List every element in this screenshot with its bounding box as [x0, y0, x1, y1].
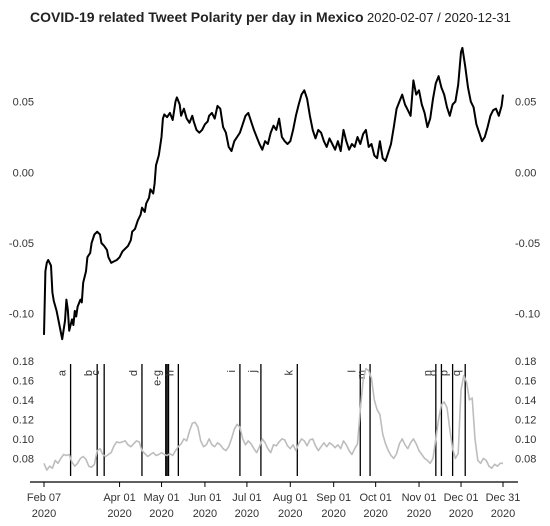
x-tick-label: Nov 01	[402, 492, 437, 504]
x-tick-year: 2020	[407, 508, 431, 520]
event-label: p	[439, 370, 451, 376]
x-tick-year: 2020	[321, 508, 345, 520]
x-tick-label: Oct 01	[359, 492, 391, 504]
x-tick-year: 2020	[32, 508, 56, 520]
series-layer	[43, 46, 504, 471]
event-label: e-g	[152, 370, 164, 386]
event-label: q	[451, 370, 463, 376]
event-label: i	[226, 370, 238, 372]
polarity-series-line	[43, 46, 504, 341]
event-markers: a bc d e-g h i j k lm no p q	[57, 364, 466, 476]
x-tick-label: Dec 31	[486, 492, 521, 504]
x-tick-year: 2020	[149, 508, 173, 520]
y-tick-label-left: 0.05	[13, 97, 34, 109]
event-label: k	[283, 370, 295, 376]
y-tick-label-left: 0.08	[13, 453, 34, 465]
event-label: b	[83, 370, 95, 376]
x-tick-year: 2020	[449, 508, 473, 520]
event-label: m	[356, 370, 368, 379]
event-label: d	[128, 370, 140, 376]
y-tick-label-right: -0.05	[515, 238, 540, 250]
x-tick-year: 2020	[193, 508, 217, 520]
x-tick-label: Aug 01	[273, 492, 308, 504]
y-tick-label-left: 0.00	[13, 167, 34, 179]
y-tick-label-right: 0.08	[515, 453, 536, 465]
event-label: c	[90, 370, 102, 376]
y-tick-label-left: 0.10	[13, 434, 34, 446]
axes-layer: 0.05 0.05 0.00 0.00 -0.05 -0.05 -0.10 -0.10 0.08…	[9, 97, 540, 520]
event-label: l	[346, 370, 358, 372]
chart-title: COVID-19 related Tweet Polarity per day …	[30, 9, 364, 25]
x-tick-label: May 01	[144, 492, 180, 504]
event-label: n	[422, 370, 434, 376]
x-tick-year: 2020	[491, 508, 515, 520]
event-label: j	[247, 370, 259, 373]
x-tick-year: 2020	[107, 508, 131, 520]
event-label: o	[427, 370, 439, 376]
y-tick-label-right: -0.10	[515, 309, 540, 321]
y-tick-label-right: 0.16	[515, 375, 536, 387]
y-tick-label-left: -0.10	[9, 309, 34, 321]
y-tick-label-left: -0.05	[9, 238, 34, 250]
y-tick-label-right: 0.14	[515, 395, 536, 407]
y-tick-label-right: 0.05	[515, 97, 536, 109]
x-tick-year: 2020	[363, 508, 387, 520]
x-tick-year: 2020	[278, 508, 302, 520]
y-tick-label-right: 0.18	[515, 356, 536, 368]
y-tick-label-left: 0.12	[13, 414, 34, 426]
x-tick-label: Jun 01	[188, 492, 221, 504]
y-tick-label-right: 0.10	[515, 434, 536, 446]
y-tick-label-left: 0.16	[13, 375, 34, 387]
x-tick-year: 2020	[235, 508, 259, 520]
lower-series-line	[43, 367, 503, 471]
x-tick-label: Sep 01	[316, 492, 351, 504]
x-tick-label: Apr 01	[103, 492, 135, 504]
y-tick-label-right: 0.12	[515, 414, 536, 426]
event-label: a	[57, 369, 69, 376]
chart-subtitle: 2020-02-07 / 2020-12-31	[367, 10, 511, 25]
x-tick-label: Dec 01	[444, 492, 479, 504]
event-label: h	[164, 370, 176, 376]
x-tick-label: Jul 01	[232, 492, 261, 504]
y-tick-label-left: 0.14	[13, 395, 34, 407]
y-tick-label-left: 0.18	[13, 356, 34, 368]
x-tick-label: Feb 07	[27, 492, 61, 504]
y-tick-label-right: 0.00	[515, 167, 536, 179]
